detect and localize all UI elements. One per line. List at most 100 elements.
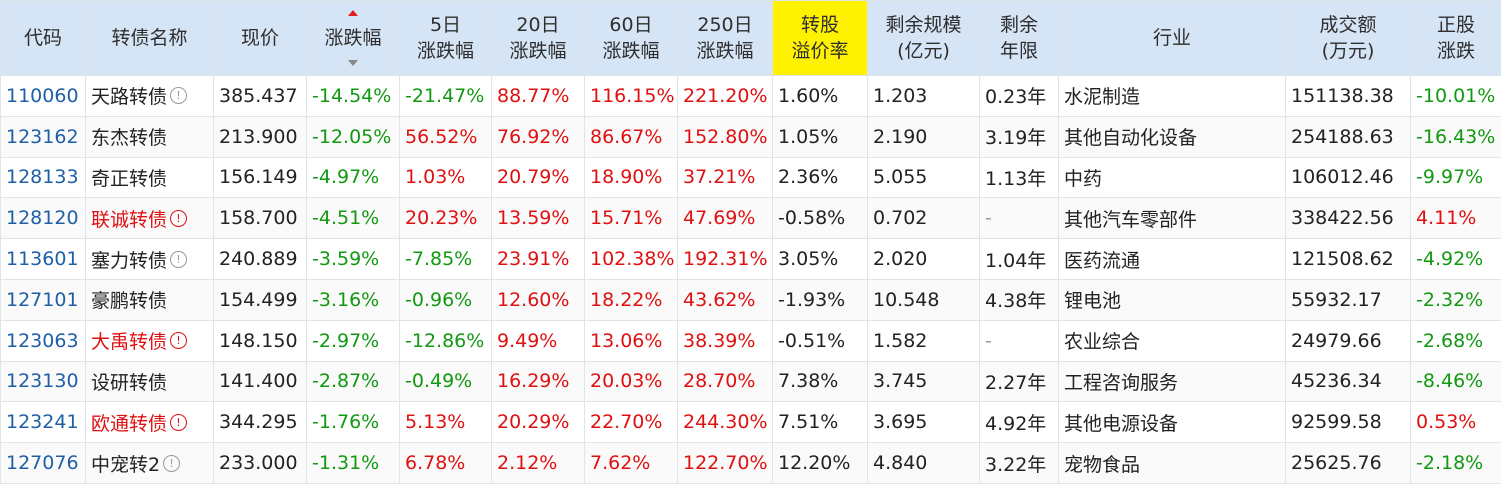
code-cell[interactable]: 123063 xyxy=(1,320,86,361)
column-header-11[interactable]: 行业 xyxy=(1059,1,1286,76)
code-cell[interactable]: 127101 xyxy=(1,279,86,320)
stock-change-cell: -9.97% xyxy=(1411,157,1501,198)
remaining-years-cell: 4.38年 xyxy=(980,279,1059,320)
name-cell[interactable]: 大禹转债! xyxy=(86,320,214,361)
stock-change-cell: -10.01% xyxy=(1411,76,1501,117)
change-5d-cell: 20.23% xyxy=(400,198,492,239)
premium-cell: 7.38% xyxy=(773,361,868,402)
column-header-8[interactable]: 转股溢价率 xyxy=(773,1,868,76)
remaining-years-cell-text: 1.13年 xyxy=(985,168,1046,190)
industry-cell-text: 中药 xyxy=(1064,168,1102,190)
turnover-cell-text: 24979.66 xyxy=(1291,330,1382,352)
column-header-9[interactable]: 剩余规模(亿元) xyxy=(868,1,980,76)
turnover-cell: 121508.62 xyxy=(1286,239,1411,280)
remaining-scale-cell-text: 2.190 xyxy=(873,126,927,148)
remaining-years-cell: 4.92年 xyxy=(980,402,1059,443)
column-header-13[interactable]: 正股涨跌 xyxy=(1411,1,1501,76)
code-cell[interactable]: 123162 xyxy=(1,116,86,157)
change-cell: -3.16% xyxy=(307,279,400,320)
warning-icon[interactable]: ! xyxy=(170,414,187,431)
change-5d-cell-text: -7.85% xyxy=(405,248,472,270)
change-5d-cell: 6.78% xyxy=(400,443,492,484)
code-cell-text: 123241 xyxy=(6,411,79,433)
name-cell-text: 豪鹏转债 xyxy=(91,290,167,312)
industry-cell-text: 宠物食品 xyxy=(1064,454,1140,476)
column-header-10[interactable]: 剩余年限 xyxy=(980,1,1059,76)
change-5d-cell-text: -12.86% xyxy=(405,330,484,352)
change-60d-cell-text: 20.03% xyxy=(590,370,662,392)
price-cell-text: 141.400 xyxy=(219,370,298,392)
change-5d-cell-text: 1.03% xyxy=(405,166,465,188)
column-header-label: 60日 xyxy=(609,14,652,36)
column-header-1[interactable]: 转债名称 xyxy=(86,1,214,76)
code-cell[interactable]: 113601 xyxy=(1,239,86,280)
column-header-sublabel: 溢价率 xyxy=(791,40,848,62)
code-cell[interactable]: 123241 xyxy=(1,402,86,443)
column-header-4[interactable]: 5日涨跌幅 xyxy=(400,1,492,76)
stock-change-cell: -2.18% xyxy=(1411,443,1501,484)
name-cell[interactable]: 豪鹏转债 xyxy=(86,279,214,320)
change-cell: -4.97% xyxy=(307,157,400,198)
name-cell[interactable]: 塞力转债! xyxy=(86,239,214,280)
warning-icon[interactable]: ! xyxy=(170,332,187,349)
sort-descending-icon[interactable] xyxy=(348,60,358,66)
name-cell[interactable]: 欧通转债! xyxy=(86,402,214,443)
remaining-scale-cell-text: 0.702 xyxy=(873,207,927,229)
code-cell[interactable]: 127076 xyxy=(1,443,86,484)
change-60d-cell-text: 86.67% xyxy=(590,126,662,148)
turnover-cell: 338422.56 xyxy=(1286,198,1411,239)
change-cell-text: -3.16% xyxy=(312,289,379,311)
code-cell[interactable]: 128120 xyxy=(1,198,86,239)
change-250d-cell-text: 38.39% xyxy=(683,330,755,352)
info-icon[interactable]: ! xyxy=(170,87,187,104)
change-20d-cell-text: 23.91% xyxy=(497,248,569,270)
name-cell[interactable]: 天路转债! xyxy=(86,76,214,117)
column-header-6[interactable]: 60日涨跌幅 xyxy=(585,1,678,76)
name-cell[interactable]: 中宠转2! xyxy=(86,443,214,484)
code-cell[interactable]: 123130 xyxy=(1,361,86,402)
info-icon[interactable]: ! xyxy=(170,251,187,268)
change-20d-cell-text: 88.77% xyxy=(497,85,569,107)
change-250d-cell-text: 122.70% xyxy=(683,452,768,474)
name-cell[interactable]: 联诚转债! xyxy=(86,198,214,239)
sort-ascending-icon[interactable] xyxy=(348,10,358,16)
name-cell[interactable]: 奇正转债 xyxy=(86,157,214,198)
remaining-scale-cell: 2.190 xyxy=(868,116,980,157)
column-header-3[interactable]: 涨跌幅 xyxy=(307,1,400,76)
column-header-sublabel: 涨跌幅 xyxy=(509,40,566,62)
column-header-7[interactable]: 250日涨跌幅 xyxy=(678,1,773,76)
column-header-5[interactable]: 20日涨跌幅 xyxy=(492,1,585,76)
info-icon[interactable]: ! xyxy=(163,455,180,472)
column-header-0[interactable]: 代码 xyxy=(1,1,86,76)
remaining-scale-cell-text: 1.582 xyxy=(873,330,927,352)
column-header-12[interactable]: 成交额(万元) xyxy=(1286,1,1411,76)
code-cell-text: 123162 xyxy=(6,126,79,148)
turnover-cell-text: 151138.38 xyxy=(1291,85,1394,107)
code-cell-text: 128120 xyxy=(6,207,79,229)
price-cell: 344.295 xyxy=(214,402,307,443)
name-cell[interactable]: 设研转债 xyxy=(86,361,214,402)
code-cell[interactable]: 128133 xyxy=(1,157,86,198)
code-cell[interactable]: 110060 xyxy=(1,76,86,117)
name-cell[interactable]: 东杰转债 xyxy=(86,116,214,157)
change-250d-cell: 43.62% xyxy=(678,279,773,320)
stock-change-cell-text: -8.46% xyxy=(1416,370,1483,392)
change-5d-cell-text: 6.78% xyxy=(405,452,465,474)
column-header-2[interactable]: 现价 xyxy=(214,1,307,76)
change-20d-cell-text: 2.12% xyxy=(497,452,557,474)
change-cell-text: -4.97% xyxy=(312,166,379,188)
price-cell-text: 158.700 xyxy=(219,207,298,229)
remaining-years-cell-text: 4.38年 xyxy=(985,290,1046,312)
warning-icon[interactable]: ! xyxy=(170,210,187,227)
